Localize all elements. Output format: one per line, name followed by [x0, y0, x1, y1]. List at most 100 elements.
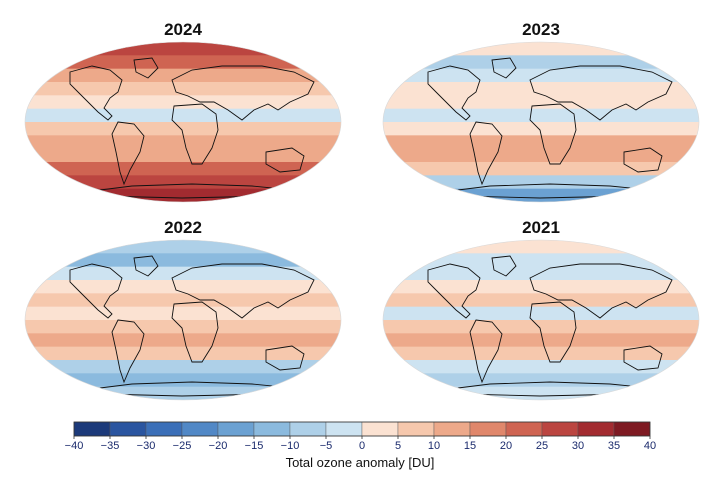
colorbar-tick-label: 0 [359, 440, 365, 452]
latitude-band [383, 82, 699, 96]
colorbar-tick-label: 5 [395, 440, 401, 452]
latitude-band [383, 95, 699, 110]
panel-title: 2022 [164, 218, 202, 237]
anomaly-field [25, 42, 341, 202]
latitude-band [25, 386, 341, 400]
colorbar-tick-label: −35 [101, 440, 120, 452]
latitude-band [383, 42, 699, 56]
colorbar-segment [541, 421, 579, 437]
colorbar-segment [469, 421, 507, 437]
coastline [529, 263, 673, 319]
coastline [69, 263, 123, 319]
colorbar-tick-label: −30 [137, 440, 156, 452]
latitude-band [25, 360, 341, 374]
coastline [133, 57, 159, 79]
latitude-band [383, 162, 699, 176]
colorbar-segment [217, 421, 255, 437]
colorbar-tick-label: 15 [464, 440, 476, 452]
coastline [529, 65, 673, 121]
latitude-band [383, 148, 699, 163]
map-panel-2023: 2023 [380, 20, 702, 210]
latitude-band [25, 346, 341, 361]
latitude-band [25, 253, 341, 268]
colorbar-tick-label: 10 [428, 440, 440, 452]
latitude-band [383, 108, 699, 123]
colorbar-segment [577, 421, 615, 437]
colorbar-tick-label: −20 [209, 440, 228, 452]
colorbar-segment [289, 421, 327, 437]
latitude-band [383, 293, 699, 308]
map-outline [382, 41, 700, 203]
coastline [171, 65, 315, 121]
coastline [529, 301, 577, 363]
coastline [171, 263, 315, 319]
colorbar-label: Total ozone anomaly [DU] [285, 455, 435, 470]
latitude-band [25, 320, 341, 334]
coastline [427, 263, 481, 319]
map-panel-2024: 2024 [22, 20, 344, 210]
latitude-band [383, 306, 699, 321]
colorbar-segment [397, 421, 435, 437]
colorbar-tick-label: 25 [536, 440, 548, 452]
colorbar-segment [325, 421, 363, 437]
latitude-band [383, 266, 699, 281]
colorbar-segment [145, 421, 183, 437]
coastline [427, 65, 481, 121]
latitude-band [383, 320, 699, 334]
latitude-band [383, 122, 699, 136]
coastline [171, 301, 219, 363]
latitude-band [25, 306, 341, 321]
panel-title: 2023 [522, 20, 560, 39]
anomaly-map [382, 239, 700, 401]
latitude-band [25, 266, 341, 281]
coastline [69, 65, 123, 121]
latitude-band [25, 333, 341, 348]
anomaly-field [383, 42, 699, 202]
anomaly-map [382, 41, 700, 203]
latitude-band [383, 135, 699, 150]
panel-title: 2021 [522, 218, 560, 237]
latitude-band [25, 373, 341, 388]
coastline [133, 255, 159, 277]
map-outline [24, 41, 342, 203]
latitude-band [25, 148, 341, 163]
colorbar-segment [433, 421, 471, 437]
latitude-band [383, 68, 699, 83]
colorbar-tick-label: −15 [245, 440, 264, 452]
latitude-band [25, 82, 341, 96]
map-panel-2021: 2021 [380, 218, 702, 408]
colorbar-tick-label: 20 [500, 440, 512, 452]
colorbar-tick-label: −25 [173, 440, 192, 452]
colorbar-segment [73, 421, 111, 437]
colorbar-segment [505, 421, 543, 437]
latitude-band [25, 122, 341, 136]
latitude-band [25, 55, 341, 70]
latitude-band [383, 175, 699, 190]
colorbar-tick-label: −40 [65, 440, 84, 452]
latitude-band [383, 280, 699, 294]
anomaly-field [25, 240, 341, 400]
latitude-band [383, 240, 699, 254]
latitude-band [25, 162, 341, 176]
colorbar: −40 −35 −30 −25 −20 −15 −10 −5 0 5 10 15 20 25 30 35 40 [65, 421, 656, 452]
latitude-band [25, 95, 341, 110]
colorbar-tick-label: 35 [608, 440, 620, 452]
map-panel-2022: 2022 [22, 218, 344, 408]
coastline [491, 255, 517, 277]
latitude-band [383, 55, 699, 70]
latitude-band [383, 346, 699, 361]
colorbar-tick-label: −5 [320, 440, 333, 452]
latitude-band [25, 293, 341, 308]
colorbar-segment [109, 421, 147, 437]
colorbar-segment [361, 421, 399, 437]
latitude-band [25, 188, 341, 202]
latitude-band [25, 240, 341, 254]
latitude-band [383, 386, 699, 400]
latitude-band [25, 175, 341, 190]
anomaly-map [24, 41, 342, 203]
colorbar-segment [253, 421, 291, 437]
coastline [111, 121, 145, 186]
coastline [171, 103, 219, 165]
latitude-band [25, 108, 341, 123]
coastline [623, 147, 663, 173]
